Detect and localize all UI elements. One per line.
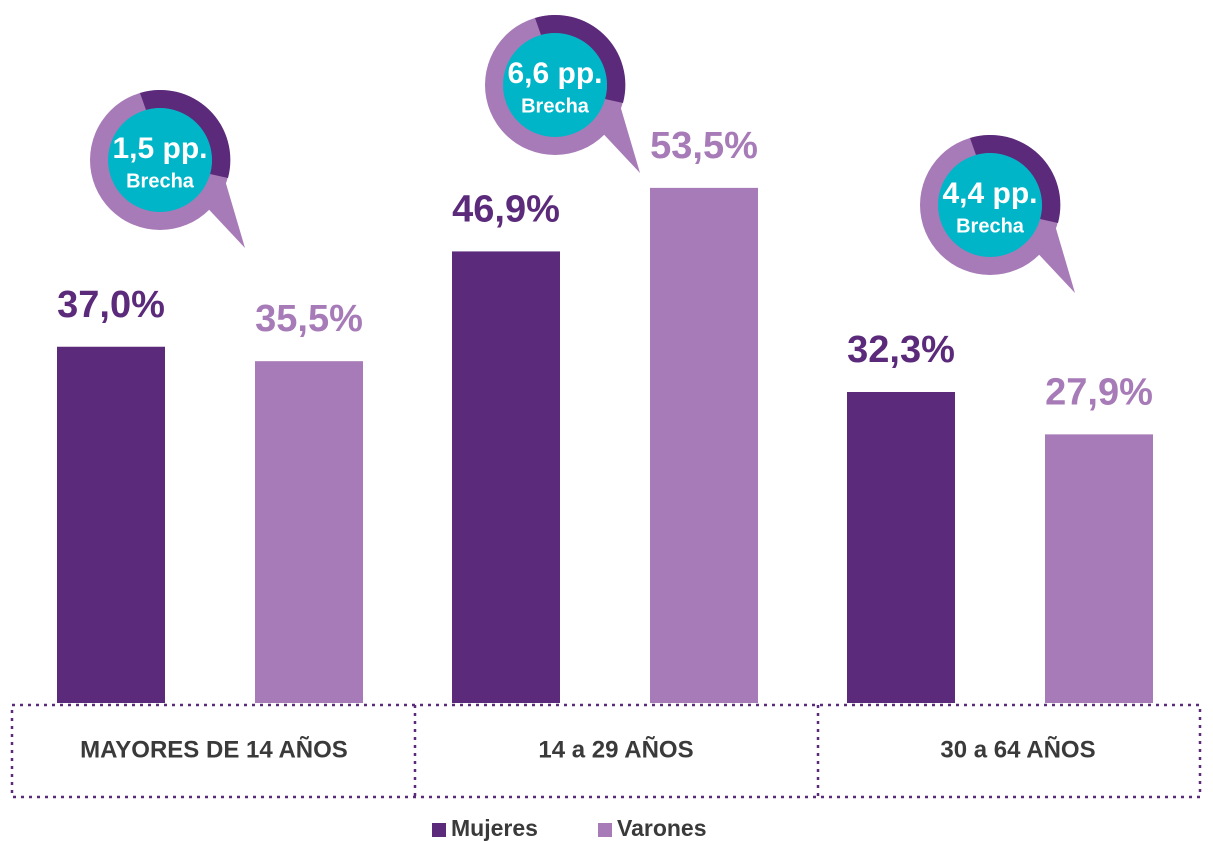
bubble-arc	[535, 14, 626, 104]
bubble-arc	[970, 134, 1061, 223]
bar	[1045, 434, 1153, 703]
annotation-subtext: Brecha	[126, 170, 195, 192]
legend-label: Varones	[617, 815, 707, 841]
bubble-arc	[140, 89, 231, 178]
bar	[255, 361, 363, 703]
bubble-inner	[938, 153, 1042, 257]
bar	[57, 346, 165, 703]
value-label: 46,9%	[452, 188, 560, 230]
annotation-subtext: Brecha	[956, 215, 1025, 237]
annotation: 1,5 pp.	[112, 132, 207, 165]
annotation: 6,6 pp.	[507, 57, 602, 90]
bar	[452, 251, 560, 704]
x-tick-label: 14 a 29 AÑOS	[538, 735, 693, 763]
annotation: 4,4 pp.	[942, 177, 1037, 210]
legend-swatch	[432, 823, 446, 837]
legend-label: Mujeres	[451, 815, 538, 841]
value-label: 32,3%	[847, 329, 955, 371]
bubble-inner	[503, 33, 607, 137]
annotation-subtext: Brecha	[521, 95, 590, 117]
x-tick-label: 30 a 64 AÑOS	[940, 735, 1095, 763]
value-label: 37,0%	[57, 284, 165, 326]
value-label: 35,5%	[255, 298, 363, 340]
bar	[847, 391, 955, 703]
value-label: 27,9%	[1045, 371, 1153, 413]
bar	[650, 187, 758, 703]
x-tick-label: MAYORES DE 14 AÑOS	[80, 735, 348, 763]
category-box	[10, 703, 1202, 799]
legend-swatch	[598, 823, 612, 837]
value-label: 53,5%	[650, 125, 758, 167]
bubble-inner	[108, 108, 212, 212]
